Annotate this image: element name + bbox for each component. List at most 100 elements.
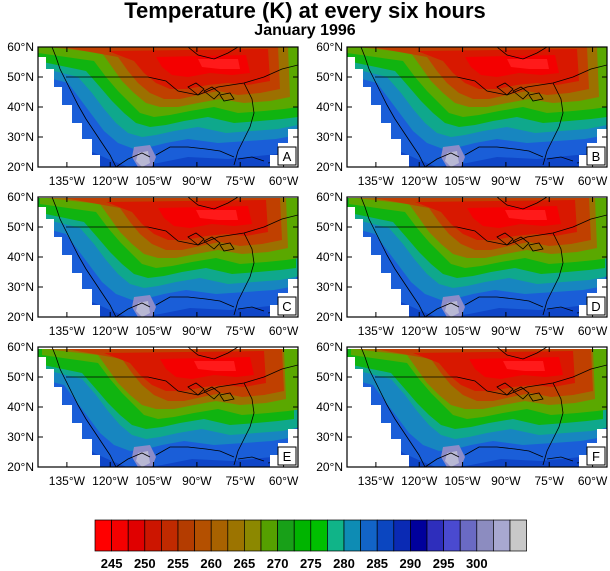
colorbar-swatch — [277, 519, 295, 552]
panel-label-box — [586, 446, 606, 466]
lon-label: 90°W — [182, 324, 212, 338]
lon-label: 60°W — [578, 174, 608, 188]
chart-title: Temperature (K) at every six hours — [124, 0, 486, 23]
temperature-field — [38, 47, 298, 167]
lat-label: 50°N — [7, 70, 34, 84]
lat-label: 30°N — [316, 280, 343, 294]
panel-label-box — [277, 296, 297, 316]
colorbar-swatch — [227, 519, 245, 552]
colorbar-swatch — [144, 519, 162, 552]
lon-label: 120°W — [92, 174, 129, 188]
colorbar-label: 270 — [267, 556, 289, 571]
lat-label: 40°N — [7, 400, 34, 414]
lon-label: 120°W — [92, 474, 129, 488]
colorbar-swatch — [476, 519, 494, 552]
lon-label: 60°W — [578, 324, 608, 338]
lat-label: 30°N — [316, 130, 343, 144]
temperature-field — [38, 349, 298, 467]
coastlines — [51, 197, 298, 317]
lat-label: 20°N — [316, 310, 343, 324]
colorbar-swatch — [376, 519, 395, 552]
map-svg: 60°N 50°N 40°N 30°N 20°N 135°W 120°W 105°W 90°W 7… — [7, 340, 299, 488]
lat-label: 20°N — [7, 160, 34, 174]
lat-label: 40°N — [7, 250, 34, 264]
lat-label: 50°N — [7, 220, 34, 234]
colorbar-swatch — [393, 519, 411, 552]
lon-label: 90°W — [491, 174, 521, 188]
colorbar-swatch — [360, 519, 378, 552]
lon-label: 105°W — [444, 474, 481, 488]
lon-label: 105°W — [444, 174, 481, 188]
map-panel-c: 60°N 50°N 40°N 30°N 20°N 135°W 120°W 105°W 90°W 7… — [0, 190, 301, 343]
map-panel-b: 60°N 50°N 40°N 30°N 20°N 135°W 120°W 105°W 90°W 7… — [309, 40, 610, 193]
colorbar-label: 285 — [366, 556, 388, 571]
colorbar-label: 250 — [134, 556, 156, 571]
lon-label: 75°W — [225, 474, 255, 488]
lat-label: 50°N — [316, 220, 343, 234]
colorbar-swatch — [493, 519, 511, 552]
lon-label: 120°W — [401, 474, 438, 488]
lon-label: 105°W — [135, 474, 172, 488]
colorbar-swatch — [443, 519, 461, 552]
colorbar-swatch — [161, 519, 179, 552]
lon-label: 105°W — [135, 174, 172, 188]
lat-label: 60°N — [7, 40, 34, 54]
colorbar-label: 280 — [333, 556, 355, 571]
lon-label: 135°W — [49, 324, 86, 338]
lon-label: 120°W — [92, 324, 129, 338]
map-svg: 60°N 50°N 40°N 30°N 20°N 135°W 120°W 105°W 90°W 7… — [316, 340, 608, 488]
map-panel-f: 60°N 50°N 40°N 30°N 20°N 135°W 120°W 105°W 90°W 7… — [309, 340, 610, 493]
colorbar-swatch — [293, 519, 312, 552]
panel-label-box — [277, 146, 297, 166]
colorbar-label: 295 — [433, 556, 455, 571]
colorbar-label: 265 — [234, 556, 256, 571]
lat-label: 30°N — [7, 280, 34, 294]
coastlines — [360, 347, 607, 467]
coastlines — [51, 47, 298, 167]
lat-label: 40°N — [7, 100, 34, 114]
colorbar-swatch — [210, 519, 229, 552]
colorbar-label: 245 — [101, 556, 123, 571]
colorbar-label: 290 — [400, 556, 422, 571]
lon-label: 75°W — [225, 324, 255, 338]
lat-label: 50°N — [316, 70, 343, 84]
panel-label: C — [282, 299, 291, 314]
map-svg: 60°N 50°N 40°N 30°N 20°N 135°W 120°W 105°W 90°W 7… — [7, 40, 299, 188]
lat-label: 20°N — [316, 160, 343, 174]
lat-label: 30°N — [316, 430, 343, 444]
lat-label: 20°N — [7, 460, 34, 474]
colorbar-swatch — [111, 519, 129, 552]
colorbar-swatch — [343, 519, 361, 552]
lon-label: 135°W — [49, 474, 86, 488]
panel-label: F — [592, 449, 600, 464]
lat-label: 60°N — [7, 190, 34, 204]
colorbar-label: 300 — [466, 556, 488, 571]
colorbar-label: 260 — [200, 556, 222, 571]
temperature-field — [347, 198, 607, 317]
panel-label-box — [586, 296, 606, 316]
lon-label: 90°W — [491, 324, 521, 338]
lat-label: 40°N — [316, 400, 343, 414]
map-panel-e: 60°N 50°N 40°N 30°N 20°N 135°W 120°W 105°W 90°W 7… — [0, 340, 301, 493]
lat-label: 60°N — [316, 340, 343, 354]
colorbar-swatch — [177, 519, 195, 552]
coastlines — [360, 197, 607, 317]
lon-label: 90°W — [182, 474, 212, 488]
colorbar-swatch — [127, 519, 146, 552]
map-svg: 60°N 50°N 40°N 30°N 20°N 135°W 120°W 105°W 90°W 7… — [316, 190, 608, 338]
colorbar-swatch — [327, 519, 345, 552]
colorbar-swatch — [426, 519, 444, 552]
colorbar-label: 255 — [167, 556, 189, 571]
temperature-field — [38, 198, 298, 317]
lon-label: 135°W — [358, 174, 395, 188]
lon-label: 75°W — [225, 174, 255, 188]
lon-label: 75°W — [534, 324, 564, 338]
colorbar-swatch — [94, 519, 112, 552]
panel-label-box — [586, 146, 606, 166]
panel-label: B — [592, 149, 601, 164]
lat-label: 60°N — [316, 190, 343, 204]
map-panel-a: 60°N 50°N 40°N 30°N 20°N 135°W 120°W 105°W 90°W 7… — [0, 40, 301, 193]
chart-subtitle: January 1996 — [254, 22, 356, 39]
panel-label-box — [277, 446, 297, 466]
lat-label: 60°N — [7, 340, 34, 354]
